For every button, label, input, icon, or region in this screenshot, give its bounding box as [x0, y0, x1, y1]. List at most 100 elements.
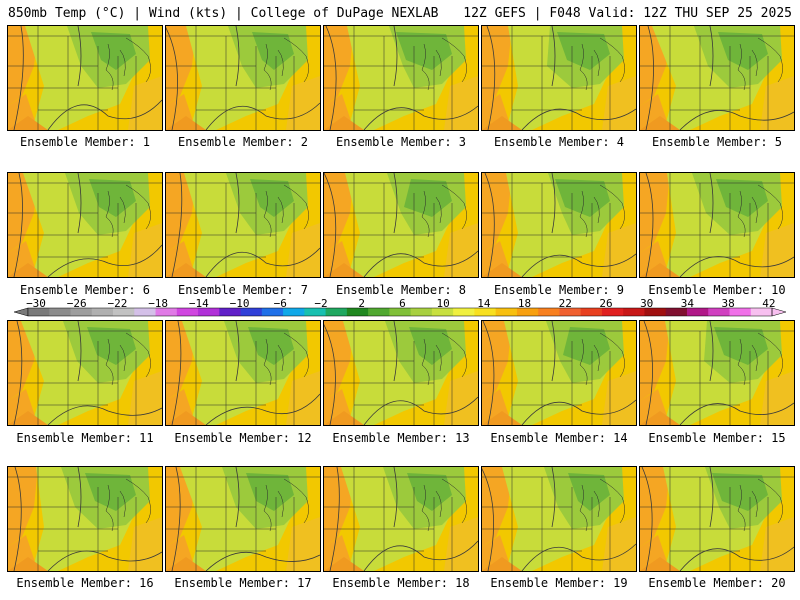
colorbar-tick-label: 6 [399, 297, 406, 310]
colorbar-swatch [559, 308, 582, 316]
map-image [640, 173, 794, 277]
colorbar-swatch [368, 308, 390, 316]
colorbar-tick-label: 34 [680, 297, 695, 310]
colorbar-swatch [155, 308, 178, 316]
map-image [166, 173, 320, 277]
map-title: 850mb Temp (°C) | Wind (kts) | College o… [8, 6, 439, 21]
colorbar-tick-label: −22 [107, 297, 128, 310]
map-image [482, 26, 636, 130]
panel-label-11: Ensemble Member: 11 [16, 431, 154, 445]
colorbar-swatch [623, 308, 645, 316]
colorbar-swatch [134, 308, 157, 316]
run-valid-time: 12Z GEFS | F048 Valid: 12Z THU SEP 25 20… [463, 6, 792, 21]
colorbar-swatch [113, 308, 135, 316]
colorbar-swatch [219, 308, 242, 316]
colorbar-swatch [580, 308, 603, 316]
ensemble-panel-13 [323, 320, 479, 426]
map-image [8, 467, 162, 571]
colorbar-swatch [453, 308, 475, 316]
map-image [324, 26, 478, 130]
ensemble-panel-12 [165, 320, 321, 426]
ensemble-panel-3 [323, 25, 479, 131]
colorbar-tick-label: 2 [358, 297, 366, 310]
map-image [640, 467, 794, 571]
ensemble-panel-20 [639, 466, 795, 572]
map-image [324, 173, 478, 277]
colorbar-swatch [389, 308, 412, 316]
ensemble-panel-10 [639, 172, 795, 278]
colorbar-tick-label: −10 [229, 297, 250, 310]
map-image [166, 26, 320, 130]
colorbar-swatch [91, 308, 114, 316]
colorbar-swatch [495, 308, 518, 316]
colorbar-swatch [474, 308, 497, 316]
colorbar-swatch [325, 308, 348, 316]
temperature-colorbar [13, 307, 787, 317]
map-image [324, 321, 478, 425]
colorbar-tick-label: 30 [640, 297, 654, 310]
panel-label-14: Ensemble Member: 14 [490, 431, 628, 445]
colorbar-swatch [283, 308, 305, 316]
panel-label-3: Ensemble Member: 3 [335, 135, 467, 149]
map-image [482, 321, 636, 425]
panel-label-18: Ensemble Member: 18 [332, 576, 470, 590]
map-image [324, 467, 478, 571]
ensemble-panel-18 [323, 466, 479, 572]
panel-label-1: Ensemble Member: 1 [19, 135, 151, 149]
panel-label-19: Ensemble Member: 19 [490, 576, 628, 590]
panel-label-4: Ensemble Member: 4 [493, 135, 625, 149]
map-image [8, 321, 162, 425]
colorbar-swatch [516, 308, 539, 316]
map-image [640, 321, 794, 425]
colorbar-swatch [538, 308, 560, 316]
colorbar-tick-label: 38 [721, 297, 735, 310]
colorbar-tick-label: 18 [517, 297, 532, 310]
panel-label-8: Ensemble Member: 8 [335, 283, 467, 297]
colorbar-swatch [28, 308, 50, 316]
colorbar-tick-label: 42 [762, 297, 776, 310]
panel-label-10: Ensemble Member: 10 [648, 283, 786, 297]
panel-label-17: Ensemble Member: 17 [174, 576, 312, 590]
map-image [482, 467, 636, 571]
colorbar-swatch [729, 308, 752, 316]
panel-label-5: Ensemble Member: 5 [651, 135, 783, 149]
colorbar-tick-label: 22 [558, 297, 572, 310]
colorbar-swatch [176, 308, 199, 316]
map-image [8, 173, 162, 277]
colorbar-swatch [240, 308, 263, 316]
colorbar-swatch [750, 308, 773, 316]
colorbar-swatch [708, 308, 730, 316]
panel-label-9: Ensemble Member: 9 [493, 283, 625, 297]
colorbar-swatch [665, 308, 688, 316]
panel-label-16: Ensemble Member: 16 [16, 576, 154, 590]
colorbar-tick-label: 26 [599, 297, 613, 310]
panel-label-15: Ensemble Member: 15 [648, 431, 786, 445]
colorbar-swatch [346, 308, 369, 316]
ensemble-panel-5 [639, 25, 795, 131]
panel-label-12: Ensemble Member: 12 [174, 431, 312, 445]
panel-label-13: Ensemble Member: 13 [332, 431, 470, 445]
colorbar-swatch [49, 308, 72, 316]
ensemble-panel-6 [7, 172, 163, 278]
ensemble-panel-16 [7, 466, 163, 572]
colorbar-swatch [198, 308, 220, 316]
ensemble-panel-14 [481, 320, 637, 426]
ensemble-panel-9 [481, 172, 637, 278]
panel-label-2: Ensemble Member: 2 [177, 135, 309, 149]
ensemble-panel-2 [165, 25, 321, 131]
colorbar-swatch [70, 308, 93, 316]
colorbar-swatch [686, 308, 709, 316]
panel-label-20: Ensemble Member: 20 [648, 576, 786, 590]
colorbar-tick-label: −2 [314, 297, 328, 310]
map-image [166, 467, 320, 571]
colorbar-tick-label: −14 [188, 297, 209, 310]
panel-label-7: Ensemble Member: 7 [177, 283, 309, 297]
ensemble-panel-15 [639, 320, 795, 426]
ensemble-panel-11 [7, 320, 163, 426]
colorbar-swatch [644, 308, 667, 316]
colorbar-tick-label: 10 [436, 297, 450, 310]
colorbar-swatch [431, 308, 454, 316]
colorbar-tick-label: −26 [66, 297, 87, 310]
map-image [482, 173, 636, 277]
colorbar-tick-label: −30 [26, 297, 46, 310]
